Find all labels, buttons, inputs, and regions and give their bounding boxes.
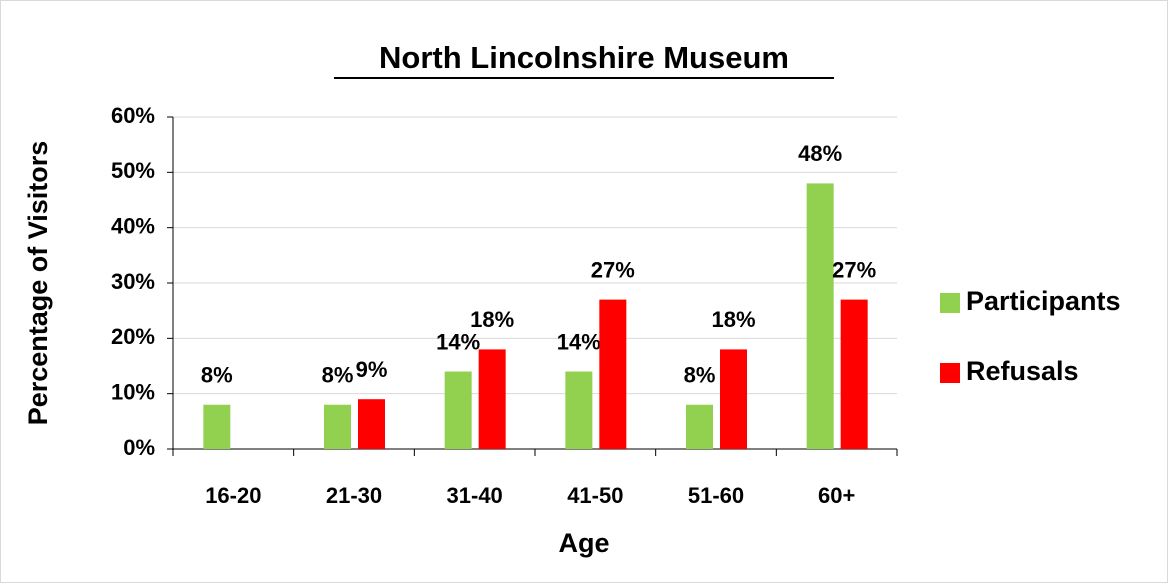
y-tick-label: 40%	[111, 213, 155, 238]
bar	[720, 349, 747, 449]
bar	[358, 399, 385, 449]
data-label: 9%	[356, 357, 388, 382]
data-label: 27%	[832, 257, 876, 282]
y-tick-label: 50%	[111, 158, 155, 183]
chart-title: North Lincolnshire Museum	[379, 40, 789, 75]
legend-label: Refusals	[966, 356, 1079, 386]
legend-swatch	[940, 363, 960, 383]
data-label: 18%	[470, 307, 514, 332]
bar	[840, 299, 868, 449]
bar	[599, 299, 627, 449]
data-label: 18%	[711, 307, 755, 332]
bar	[478, 349, 506, 449]
data-label: 8%	[322, 363, 354, 388]
bar	[203, 404, 231, 449]
bar	[444, 371, 472, 449]
x-tick-label: 51-60	[688, 483, 744, 508]
data-label: 8%	[201, 363, 233, 388]
y-axis-label: Percentage of Visitors	[23, 141, 53, 426]
x-tick-label: 60+	[818, 483, 855, 508]
x-tick-label: 21-30	[326, 483, 382, 508]
bar	[565, 371, 593, 449]
y-tick-label: 60%	[111, 103, 155, 128]
y-tick-label: 20%	[111, 324, 155, 349]
legend-label: Participants	[966, 286, 1121, 316]
data-label: 27%	[591, 257, 635, 282]
x-tick-label: 41-50	[567, 483, 623, 508]
data-label: 14%	[436, 329, 480, 354]
legend-swatch	[940, 293, 960, 313]
data-label: 48%	[798, 141, 842, 166]
y-tick-label: 30%	[111, 269, 155, 294]
data-label: 14%	[557, 329, 601, 354]
x-tick-label: 31-40	[447, 483, 503, 508]
y-tick-label: 10%	[111, 379, 155, 404]
x-axis-label: Age	[558, 528, 609, 558]
bar	[806, 183, 834, 449]
bar	[686, 404, 713, 449]
y-tick-label: 0%	[123, 435, 155, 460]
x-tick-label: 16-20	[205, 483, 261, 508]
data-label: 8%	[684, 363, 716, 388]
bar	[324, 404, 351, 449]
